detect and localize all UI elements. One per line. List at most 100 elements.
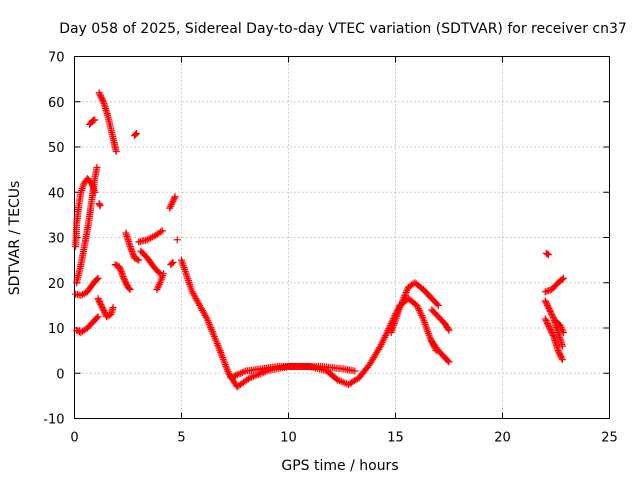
series-arc-m: [137, 247, 164, 278]
data-point-marker: [135, 256, 143, 264]
data-point-marker: [444, 357, 452, 365]
data-point-marker: [445, 326, 453, 334]
data-point-marker: [170, 194, 178, 202]
data-point-marker: [546, 306, 554, 314]
series-arc-y: [552, 317, 567, 337]
data-point-marker: [544, 303, 552, 311]
data-point-marker: [545, 322, 553, 330]
series-arc-u: [542, 249, 553, 259]
y-tick-label: 40: [48, 186, 65, 201]
data-point-marker: [94, 295, 102, 303]
series-arc-v: [541, 274, 567, 296]
data-point-marker: [233, 371, 241, 379]
x-tick-label: 25: [601, 431, 618, 446]
data-point-marker: [158, 227, 166, 235]
data-point-marker: [133, 255, 141, 263]
data-point-marker: [100, 307, 108, 315]
data-point-marker: [426, 333, 434, 341]
data-point-marker: [126, 286, 134, 294]
x-tick-label: 5: [177, 431, 185, 446]
y-tick-label: 0: [56, 367, 64, 382]
data-point-marker: [169, 258, 177, 266]
data-point-marker: [168, 260, 176, 268]
data-point-marker: [121, 277, 129, 285]
series-arc-s: [428, 306, 453, 334]
grid: [74, 56, 610, 419]
data-point-marker: [248, 373, 256, 381]
y-tick-label: 60: [48, 96, 65, 111]
data-point-marker: [98, 302, 106, 310]
data-point-marker: [545, 304, 553, 312]
data-point-marker: [97, 92, 105, 100]
data-point-marker: [541, 297, 549, 305]
data-point-marker: [543, 318, 551, 326]
data-point-marker: [154, 284, 162, 292]
data-point-marker: [129, 251, 137, 259]
data-point-marker: [546, 324, 554, 332]
data-point-marker: [557, 353, 565, 361]
series-arc-o: [166, 193, 179, 212]
data-point-marker: [548, 310, 556, 318]
data-point-marker: [167, 202, 175, 210]
data-point-marker: [558, 354, 566, 362]
data-point-marker: [119, 273, 127, 281]
data-point-marker: [397, 300, 405, 308]
data-point-marker: [558, 342, 566, 350]
x-tick-label: 20: [494, 431, 511, 446]
series-arc-d: [73, 163, 101, 287]
data-point-marker: [131, 131, 139, 139]
series-arc-h: [94, 295, 117, 321]
data-point-marker: [115, 263, 123, 271]
data-point-marker: [556, 350, 564, 358]
data-point-marker: [118, 271, 126, 279]
y-axis-label: SDTVAR / TECUs: [7, 181, 23, 296]
data-point-marker: [100, 308, 108, 316]
data-point-marker: [543, 300, 551, 308]
data-point-marker: [547, 327, 555, 335]
data-point-marker: [396, 302, 404, 310]
x-tick-label: 10: [280, 431, 297, 446]
data-point-marker: [167, 201, 175, 209]
data-point-marker: [547, 309, 555, 317]
data-point-marker: [548, 329, 556, 337]
data-point-marker: [91, 116, 99, 124]
data-point-marker: [414, 303, 422, 311]
data-point-marker: [542, 316, 550, 324]
data-point-marker: [95, 89, 103, 97]
data-point-marker: [97, 93, 105, 101]
data-point-marker: [120, 274, 128, 282]
data-point-marker: [415, 305, 423, 313]
data-point-marker: [109, 304, 117, 312]
data-points: [72, 89, 567, 391]
series-arc-j: [122, 229, 143, 264]
y-tick-label: 10: [48, 322, 65, 337]
data-point-marker: [117, 268, 125, 276]
series-arc-i: [111, 261, 134, 294]
series-arc-g: [95, 200, 104, 210]
series-arc-x: [541, 315, 566, 364]
data-point-marker: [133, 129, 141, 137]
data-point-marker: [173, 236, 181, 244]
series-arc-k: [130, 129, 141, 140]
data-point-marker: [94, 313, 102, 321]
data-point-marker: [118, 269, 126, 277]
data-point-marker: [542, 298, 550, 306]
data-point-marker: [126, 243, 134, 251]
data-point-marker: [433, 300, 441, 308]
data-point-marker: [168, 199, 176, 207]
data-point-marker: [232, 372, 240, 380]
data-point-marker: [548, 330, 556, 338]
data-point-marker: [96, 202, 104, 210]
y-tick-label: 70: [48, 51, 65, 66]
tick-labels: 0 5 10 15 20 25 -10 0 10 20 30 40 50 60 70: [43, 51, 618, 446]
data-point-marker: [413, 301, 421, 309]
series-arc-r: [387, 279, 442, 337]
data-point-marker: [557, 323, 565, 331]
data-point-marker: [418, 312, 426, 320]
data-point-marker: [80, 290, 88, 298]
data-point-marker: [558, 356, 566, 364]
data-point-marker: [416, 308, 424, 316]
x-tick-label: 0: [70, 431, 78, 446]
data-point-marker: [541, 315, 549, 323]
